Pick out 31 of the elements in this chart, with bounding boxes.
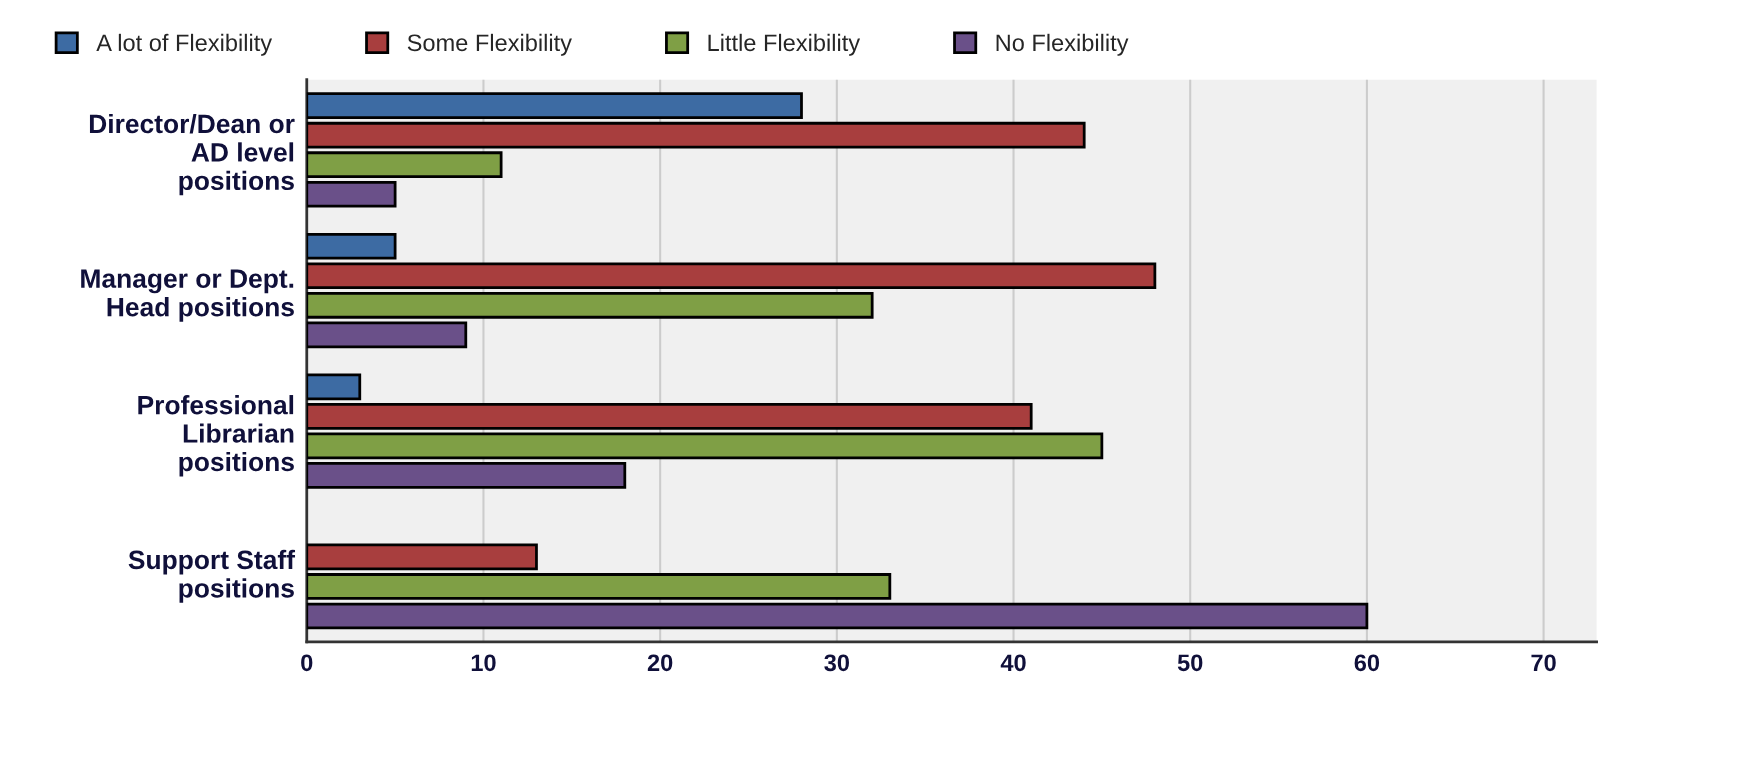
legend-label: A lot of Flexibility [96,33,273,56]
bar [306,573,892,600]
legend-label: No Flexibility [996,33,1129,56]
y-tick-label: Professional Librarian positions [138,395,294,477]
bar [306,373,362,401]
x-tick-label: 10 [471,654,496,672]
x-tick-label: 60 [1354,654,1380,672]
bar [306,321,468,349]
bar [306,121,1086,149]
y-tick-label: Manager or Dept. Head positions [81,269,294,322]
bar [306,602,1369,630]
bar [306,543,538,571]
bar [306,262,1157,290]
bar [306,432,1104,460]
y-tick-label: Director/Dean or AD level positions [89,113,295,196]
x-tick-label: 0 [301,654,313,672]
y-tick-label: Support Staff positions [128,549,296,603]
x-tick-label: 70 [1531,654,1556,672]
x-tick-label: 50 [1177,654,1203,672]
x-tick-label: 40 [1000,654,1026,672]
bar [306,403,1033,430]
bar [306,151,503,179]
x-tick-label: 20 [647,654,673,672]
legend-label: Little Flexibility [708,33,861,56]
legend-label: Some Flexibility [407,33,572,56]
bar [306,92,803,120]
bar [306,462,627,489]
bar [306,180,397,208]
bar [306,232,397,260]
x-tick-label: 30 [824,654,849,672]
bar [306,291,874,319]
